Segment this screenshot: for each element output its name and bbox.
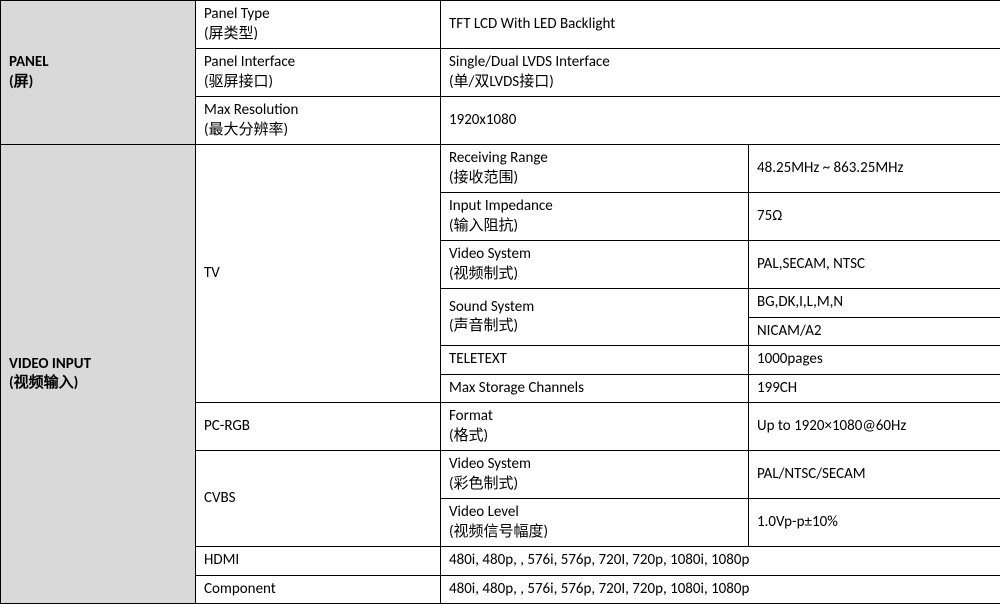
- component-value: 480i, 480p, , 576i, 576p, 720I, 720p, 10…: [441, 575, 1000, 604]
- cvbs-label: CVBS: [196, 451, 441, 547]
- pcrgb-format-value: Up to 1920×1080@60Hz: [749, 403, 1000, 451]
- tv-impedance-value: 75Ω: [749, 193, 1000, 241]
- cvbs-vidsys-label: Video System(彩色制式): [441, 451, 749, 499]
- tv-vidsys-value: PAL,SECAM, NTSC: [749, 241, 1000, 289]
- tv-maxch-value: 199CH: [749, 374, 1000, 403]
- tv-impedance-label: Input Impedance(输入阻抗): [441, 193, 749, 241]
- component-label: Component: [196, 575, 441, 604]
- section-panel: PANEL(屏): [1, 1, 196, 145]
- hdmi-label: HDMI: [196, 547, 441, 576]
- pcrgb-label: PC-RGB: [196, 403, 441, 451]
- panel-type-label: Panel Type(屏类型): [196, 1, 441, 49]
- cvbs-vidlvl-value: 1.0Vp-p±10%: [749, 499, 1000, 547]
- panel-maxres-label: Max Resolution(最大分辨率): [196, 97, 441, 145]
- tv-recv-value: 48.25MHz ~ 863.25MHz: [749, 145, 1000, 193]
- tv-label: TV: [196, 145, 441, 403]
- hdmi-value: 480i, 480p, , 576i, 576p, 720I, 720p, 10…: [441, 547, 1000, 576]
- cvbs-vidlvl-label: Video Level(视频信号幅度): [441, 499, 749, 547]
- tv-sndsys-label: Sound System(声音制式): [441, 289, 749, 346]
- panel-interface-value: Single/Dual LVDS Interface(单/双LVDS接口): [441, 49, 1000, 97]
- tv-teletext-value: 1000pages: [749, 346, 1000, 375]
- panel-type-value: TFT LCD With LED Backlight: [441, 1, 1000, 49]
- tv-teletext-label: TELETEXT: [441, 346, 749, 375]
- cvbs-vidsys-value: PAL/NTSC/SECAM: [749, 451, 1000, 499]
- tv-vidsys-label: Video System(视频制式): [441, 241, 749, 289]
- section-video-input: VIDEO INPUT(视频输入): [1, 145, 196, 604]
- tv-maxch-label: Max Storage Channels: [441, 374, 749, 403]
- spec-table: PANEL(屏) Panel Type(屏类型) TFT LCD With LE…: [0, 0, 1000, 604]
- tv-recv-label: Receiving Range(接收范围): [441, 145, 749, 193]
- panel-interface-label: Panel Interface(驱屏接口): [196, 49, 441, 97]
- panel-maxres-value: 1920x1080: [441, 97, 1000, 145]
- tv-sndsys-value-2: NICAM/A2: [749, 317, 1000, 346]
- pcrgb-format-label: Format (格式): [441, 403, 749, 451]
- tv-sndsys-value-1: BG,DK,I,L,M,N: [749, 289, 1000, 318]
